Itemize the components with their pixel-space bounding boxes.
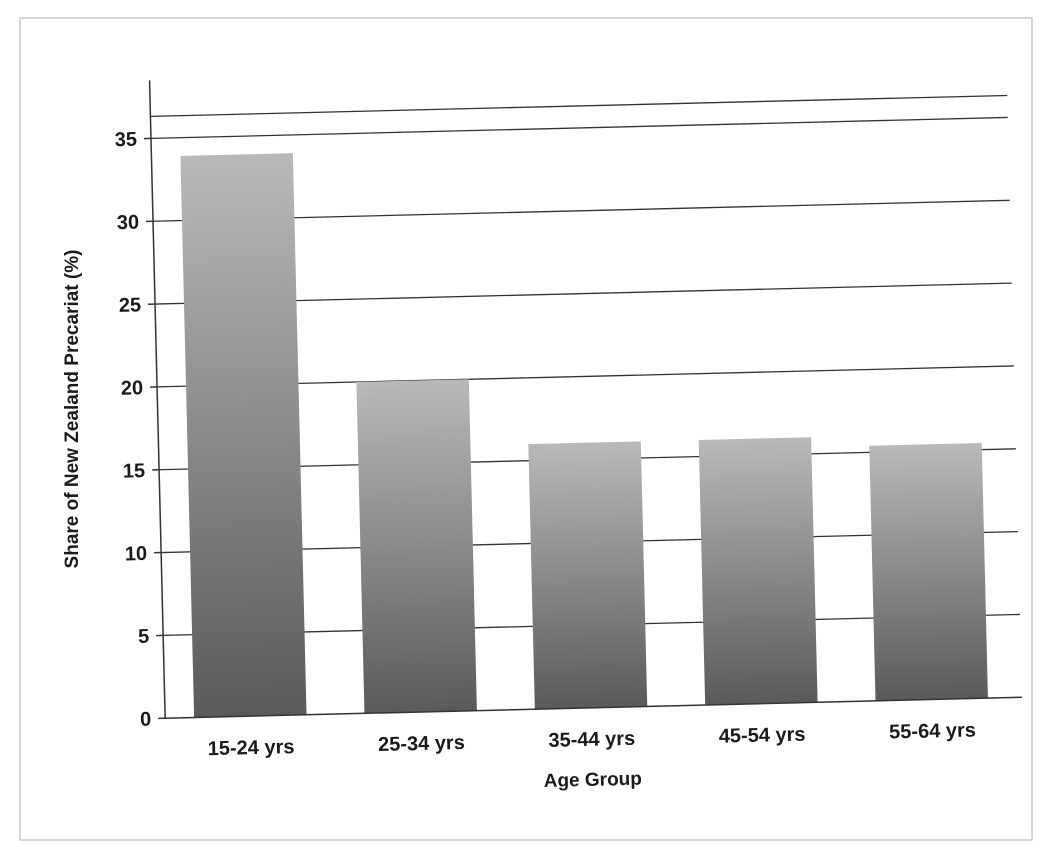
y-tick-label: 25 bbox=[119, 294, 142, 317]
gridline bbox=[150, 94, 1008, 118]
axes bbox=[143, 80, 1022, 720]
y-tick-label: 0 bbox=[140, 709, 152, 731]
y-tick-label: 5 bbox=[138, 626, 150, 648]
y-tick-label: 35 bbox=[115, 129, 138, 152]
bars bbox=[180, 153, 988, 718]
y-tick-label: 30 bbox=[117, 212, 140, 235]
x-tick-label: 25-34 yrs bbox=[378, 732, 465, 756]
gridline bbox=[153, 199, 1010, 222]
gridline bbox=[150, 116, 1008, 140]
gridline bbox=[157, 365, 1014, 388]
x-tick-label: 15-24 yrs bbox=[207, 736, 294, 760]
x-tick-labels: 15-24 yrs 25-34 yrs 35-44 yrs 45-54 yrs 55-6… bbox=[207, 719, 976, 760]
y-tick-label: 20 bbox=[121, 377, 144, 400]
bar-15-24-yrs bbox=[180, 153, 307, 718]
bar-25-34-yrs bbox=[356, 379, 477, 714]
x-tick-label: 35-44 yrs bbox=[548, 728, 635, 752]
bar-35-44-yrs bbox=[528, 441, 648, 710]
bar-45-54-yrs bbox=[698, 437, 818, 706]
y-tick-label: 10 bbox=[125, 543, 148, 566]
y-axis-title: Share of New Zealand Precariat (%) bbox=[62, 250, 83, 569]
y-tick-label: 15 bbox=[123, 460, 146, 483]
gridline bbox=[155, 282, 1012, 305]
y-tick-labels: 0 5 10 15 20 25 30 35 bbox=[115, 129, 152, 731]
x-tick-label: 55-64 yrs bbox=[889, 719, 976, 743]
x-axis-line bbox=[165, 696, 1022, 719]
y-axis-line bbox=[148, 80, 166, 719]
x-axis-title: Age Group bbox=[543, 769, 642, 792]
bar-55-64-yrs bbox=[869, 442, 988, 701]
page-frame bbox=[19, 17, 1033, 841]
x-tick-label: 45-54 yrs bbox=[719, 724, 806, 748]
